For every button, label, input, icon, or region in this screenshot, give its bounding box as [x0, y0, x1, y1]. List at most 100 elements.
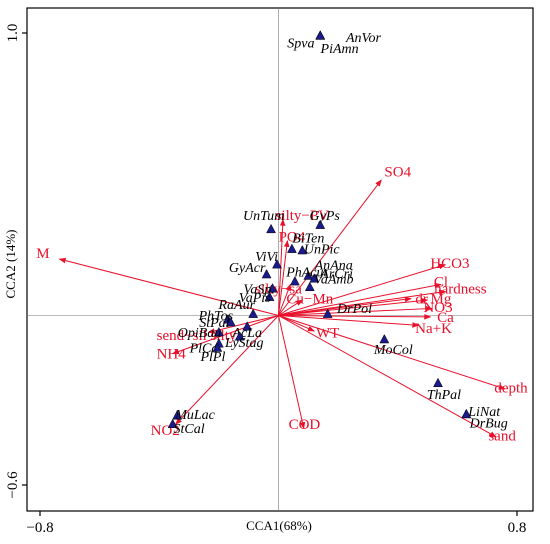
species-point: [315, 219, 326, 229]
vector-label: Ca: [437, 310, 454, 326]
species-label: StPal: [199, 316, 229, 331]
vector-arrow: [278, 299, 303, 316]
species-point: [433, 377, 443, 388]
species-point: [461, 408, 472, 419]
vector-label: HCO3: [430, 256, 469, 272]
vector-arrow: [278, 297, 429, 316]
vector-arrow: [278, 315, 497, 438]
species-label: OpiBau: [178, 326, 222, 341]
vector-arrow: [278, 305, 433, 316]
species-point: [304, 281, 315, 291]
vector-arrow: [172, 315, 279, 355]
vector-arrow: [278, 263, 447, 316]
species-point: [322, 308, 333, 318]
y-tick-label: 1.0: [5, 24, 21, 43]
species-points: AnVor Spva PiAmn GyPs UnTum BiTenUnPicAnAnaAr…: [167, 30, 508, 437]
species-label: LyStag: [224, 336, 263, 351]
y-axis-label: CCA2 (14%): [3, 230, 18, 299]
species-point: [234, 331, 245, 341]
species-point: [379, 333, 390, 344]
species-label: UnPic: [304, 243, 341, 258]
vector-label: SO4: [384, 164, 411, 180]
species-point: [261, 269, 272, 279]
species-point: [167, 418, 178, 429]
vector-arrow: [278, 283, 291, 316]
x-tick-label: −0.8: [26, 520, 53, 536]
vector-arrow: [278, 282, 442, 316]
species-point: [264, 291, 275, 301]
species-point: [315, 30, 326, 40]
species-point: [242, 321, 253, 331]
vector-arrow: [58, 257, 279, 316]
species-label: Spva: [287, 37, 314, 52]
vector-arrow: [278, 315, 506, 390]
vector-label: M: [36, 246, 49, 262]
species-point: [266, 223, 276, 234]
species-label: PlPl: [199, 350, 225, 365]
vector-label: Na+K: [415, 321, 452, 337]
vector-arrow: [278, 296, 412, 316]
species-label: DrPol: [336, 302, 372, 317]
vector-label: sand: [488, 428, 516, 444]
x-tick-label: 0.8: [508, 520, 527, 536]
species-label: GyPs: [310, 209, 341, 224]
species-label: ThPal: [427, 388, 461, 403]
species-label: DrBug: [469, 416, 508, 431]
vector-label: NH4: [157, 346, 187, 362]
vector-arrow: [278, 315, 306, 430]
species-label: ViVi: [255, 250, 278, 265]
species-point: [287, 243, 297, 253]
species-point: [225, 317, 236, 327]
vector-label: silty−sa: [255, 282, 302, 298]
species-point: [267, 283, 278, 293]
axes: −0.8 0.8 1.0 −0.6: [5, 7, 534, 536]
species-label: AnAna: [314, 258, 353, 273]
species-label: RaAur: [217, 298, 255, 313]
vector-arrow: [278, 315, 315, 332]
species-label: UnTum: [243, 209, 284, 224]
species-point: [212, 342, 223, 352]
species-label: StCal: [174, 422, 205, 437]
species-point: [248, 308, 259, 318]
vector-label: Cl: [434, 274, 448, 290]
vector-label: hardness: [434, 282, 487, 298]
plot-frame: [26, 7, 534, 512]
species-label: VaSp.: [243, 282, 275, 297]
species-point: [272, 259, 282, 269]
species-label: PhAcut: [285, 265, 328, 280]
species-point: [297, 244, 308, 255]
y-tick-label: −0.6: [5, 471, 21, 499]
species-point: [172, 410, 183, 420]
vector-arrow: [278, 179, 382, 316]
species-label: PlCo: [189, 342, 219, 357]
species-label: AnVor: [345, 31, 382, 46]
vector-label: Mg: [431, 291, 452, 307]
species-point: [303, 270, 314, 280]
vector-arrow: [278, 314, 432, 320]
species-point: [309, 273, 320, 283]
species-point: [213, 326, 224, 337]
species-label: ArCri: [319, 267, 353, 282]
vector-arrow: [278, 239, 290, 316]
vector-label: silty−PV: [276, 208, 330, 224]
species-label: LiNat: [467, 405, 501, 420]
vector-arrow: [278, 315, 420, 328]
vector-label: depth: [494, 380, 528, 396]
species-label: GyAcr: [229, 261, 266, 276]
vector-label: NO3: [423, 300, 452, 316]
vector-label: Cu−Mn: [286, 291, 333, 307]
species-label: VaPis: [239, 291, 271, 306]
species-label: MuLac: [174, 408, 215, 423]
species-label: PiAmn: [320, 42, 359, 57]
vector-label: PO4: [279, 229, 306, 245]
species-label: MoCol: [373, 343, 413, 358]
species-label: VaAmb: [314, 272, 354, 287]
species-point: [289, 276, 300, 286]
environmental-vectors: MSO4HCO3ClhardnessMgdrNO3CaNa+KWTdepthsa…: [36, 164, 528, 444]
species-label: PhTos: [198, 309, 234, 324]
species-label: BiTen: [292, 231, 324, 246]
vector-label: COD: [289, 417, 321, 433]
x-axis-label: CCA1(68%): [246, 518, 312, 533]
